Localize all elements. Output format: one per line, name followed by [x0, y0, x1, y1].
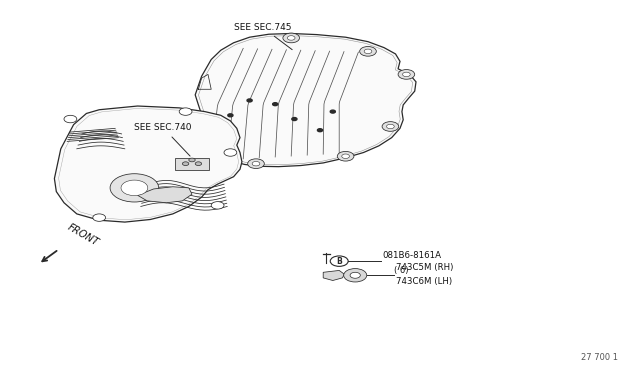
Circle shape — [403, 72, 410, 77]
Text: 743C6M (LH): 743C6M (LH) — [396, 277, 452, 286]
Circle shape — [228, 114, 233, 117]
Circle shape — [189, 158, 195, 162]
Circle shape — [247, 99, 252, 102]
Circle shape — [248, 159, 264, 169]
Circle shape — [211, 202, 224, 209]
Polygon shape — [138, 187, 192, 203]
Circle shape — [398, 70, 415, 79]
Circle shape — [364, 49, 372, 54]
Circle shape — [342, 154, 349, 158]
Polygon shape — [195, 33, 416, 167]
Circle shape — [382, 122, 399, 131]
Circle shape — [317, 129, 323, 132]
Circle shape — [344, 269, 367, 282]
Circle shape — [203, 120, 220, 129]
Circle shape — [283, 33, 300, 43]
Circle shape — [273, 103, 278, 106]
Circle shape — [195, 162, 202, 166]
Circle shape — [93, 214, 106, 221]
Circle shape — [252, 161, 260, 166]
Circle shape — [110, 174, 159, 202]
Text: ( 6): ( 6) — [394, 266, 408, 275]
Circle shape — [224, 149, 237, 156]
Circle shape — [330, 256, 348, 266]
Text: SEE SEC.740: SEE SEC.740 — [134, 123, 192, 156]
Text: FRONT: FRONT — [65, 222, 100, 247]
Circle shape — [182, 162, 189, 166]
Polygon shape — [54, 106, 242, 222]
FancyBboxPatch shape — [175, 158, 209, 170]
Circle shape — [337, 151, 354, 161]
Circle shape — [350, 272, 360, 278]
Text: SEE SEC.745: SEE SEC.745 — [234, 23, 292, 50]
Circle shape — [360, 46, 376, 56]
Circle shape — [179, 108, 192, 115]
Circle shape — [387, 124, 394, 129]
Text: 081B6-8161A: 081B6-8161A — [383, 251, 442, 260]
Circle shape — [292, 118, 297, 121]
Circle shape — [121, 180, 148, 196]
Circle shape — [207, 122, 215, 127]
Text: 743C5M (RH): 743C5M (RH) — [396, 263, 453, 272]
Text: 27 700 1: 27 700 1 — [580, 353, 618, 362]
Circle shape — [330, 110, 335, 113]
Text: B: B — [337, 257, 342, 266]
Circle shape — [287, 36, 295, 40]
Circle shape — [64, 115, 77, 123]
Polygon shape — [323, 270, 344, 280]
